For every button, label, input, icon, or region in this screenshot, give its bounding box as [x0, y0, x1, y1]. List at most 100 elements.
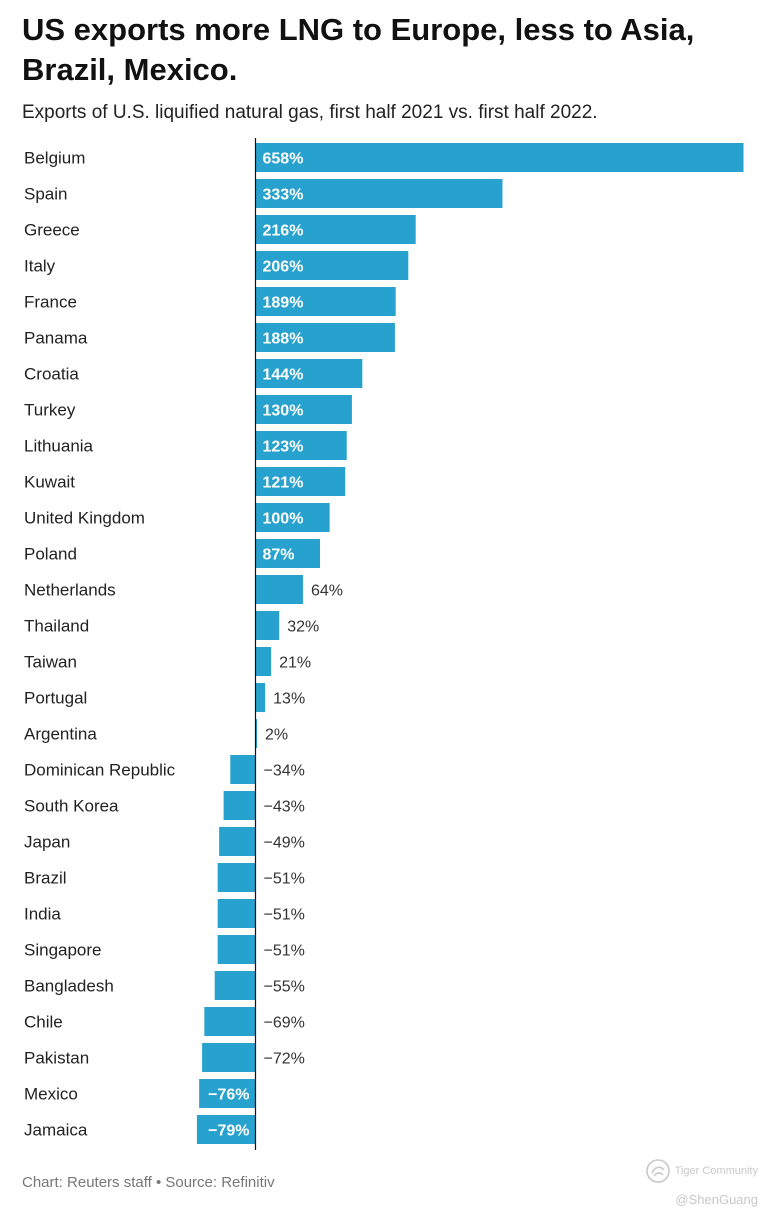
bar	[255, 179, 503, 208]
category-label: Turkey	[24, 401, 76, 420]
data-label: 2%	[265, 727, 288, 744]
bar	[202, 1043, 256, 1072]
watermark: Tiger Community @ShenGuang	[645, 1158, 758, 1207]
category-label: Netherlands	[24, 581, 116, 600]
category-label: Brazil	[24, 869, 67, 888]
category-label: Croatia	[24, 365, 79, 384]
data-label: 216%	[263, 223, 304, 240]
bar-row: Turkey 130%	[24, 395, 352, 424]
data-label: 123%	[263, 439, 304, 456]
data-label: 100%	[263, 511, 304, 528]
bar-row: Jamaica −79%	[24, 1115, 256, 1144]
bar-row: Bangladesh −55%	[24, 971, 305, 1000]
data-label: 13%	[273, 691, 305, 708]
data-label: 32%	[287, 619, 319, 636]
bar	[255, 143, 744, 172]
category-label: Thailand	[24, 617, 89, 636]
bar-row: Poland 87%	[24, 539, 321, 568]
bar	[255, 683, 266, 712]
bar-row: Portugal 13%	[24, 683, 305, 712]
category-label: Chile	[24, 1013, 63, 1032]
bar	[255, 611, 280, 640]
data-label: 188%	[263, 331, 304, 348]
bar-row: Belgium 658%	[24, 143, 744, 172]
category-label: Jamaica	[24, 1121, 88, 1140]
category-label: Greece	[24, 221, 80, 240]
category-label: Japan	[24, 833, 70, 852]
bar	[255, 539, 321, 568]
data-label: −43%	[264, 799, 305, 816]
chart-title: US exports more LNG to Europe, less to A…	[22, 12, 695, 87]
bar-row: Panama 188%	[24, 323, 395, 352]
bar	[217, 935, 256, 964]
category-label: Dominican Republic	[24, 761, 176, 780]
category-label: Belgium	[24, 149, 85, 168]
bar-row: France 189%	[24, 287, 396, 316]
data-label: 206%	[263, 259, 304, 276]
bar	[255, 359, 363, 388]
bar	[230, 755, 256, 784]
data-label: 21%	[279, 655, 311, 672]
category-label: Kuwait	[24, 473, 75, 492]
bar-row: India −51%	[24, 899, 305, 928]
category-label: Argentina	[24, 725, 97, 744]
bar	[255, 431, 347, 460]
bar-row: Singapore −51%	[24, 935, 305, 964]
category-label: Pakistan	[24, 1049, 89, 1068]
chart-footer-credit: Chart: Reuters staff • Source: Refinitiv	[22, 1174, 275, 1191]
bar	[255, 575, 303, 604]
bar-row: Japan −49%	[24, 827, 305, 856]
bar-row: Italy 206%	[24, 251, 409, 280]
bar	[204, 1007, 256, 1036]
data-label: 144%	[263, 367, 304, 384]
data-label: −51%	[264, 871, 305, 888]
bar-row: Brazil −51%	[24, 863, 305, 892]
bar	[217, 899, 256, 928]
data-label: 130%	[263, 403, 304, 420]
data-label: −69%	[264, 1015, 305, 1032]
bar-row: Spain 333%	[24, 179, 503, 208]
bar-chart: Belgium 658% Spain 333% Greece 216% Italy 206% F…	[24, 138, 744, 1150]
bar-row: Taiwan 21%	[24, 647, 311, 676]
data-label: −51%	[264, 943, 305, 960]
data-label: 87%	[263, 547, 295, 564]
data-label: −79%	[208, 1123, 249, 1140]
bar	[223, 791, 256, 820]
data-label: 658%	[263, 151, 304, 168]
watermark-brand: Tiger Community	[674, 1165, 758, 1177]
category-label: Spain	[24, 185, 67, 204]
data-label: 64%	[311, 583, 343, 600]
data-label: 189%	[263, 295, 304, 312]
category-label: Portugal	[24, 689, 87, 708]
category-label: United Kingdom	[24, 509, 145, 528]
data-label: −55%	[264, 979, 305, 996]
bar	[199, 1079, 256, 1108]
bar	[255, 503, 330, 532]
bar	[255, 287, 396, 316]
bar	[255, 323, 395, 352]
bar-row: Pakistan −72%	[24, 1043, 305, 1072]
category-label: Mexico	[24, 1085, 78, 1104]
bar-row: South Korea −43%	[24, 791, 305, 820]
category-label: Singapore	[24, 941, 102, 960]
category-label: South Korea	[24, 797, 119, 816]
category-label: Lithuania	[24, 437, 94, 456]
bar-row: Chile −69%	[24, 1007, 305, 1036]
bar-row: Netherlands 64%	[24, 575, 343, 604]
data-label: −51%	[264, 907, 305, 924]
data-label: −72%	[264, 1051, 305, 1068]
bar-row: Croatia 144%	[24, 359, 363, 388]
data-label: −34%	[264, 763, 305, 780]
data-label: −76%	[208, 1087, 249, 1104]
category-label: Italy	[24, 257, 56, 276]
category-label: Bangladesh	[24, 977, 114, 996]
bar	[255, 215, 416, 244]
bar	[255, 647, 272, 676]
bar-row: United Kingdom 100%	[24, 503, 330, 532]
bar-row: Mexico −76%	[24, 1079, 256, 1108]
bar	[196, 1115, 256, 1144]
category-label: Panama	[24, 329, 88, 348]
bar	[255, 467, 346, 496]
category-label: Poland	[24, 545, 77, 564]
chart-subtitle: Exports of U.S. liquified natural gas, f…	[22, 102, 598, 123]
